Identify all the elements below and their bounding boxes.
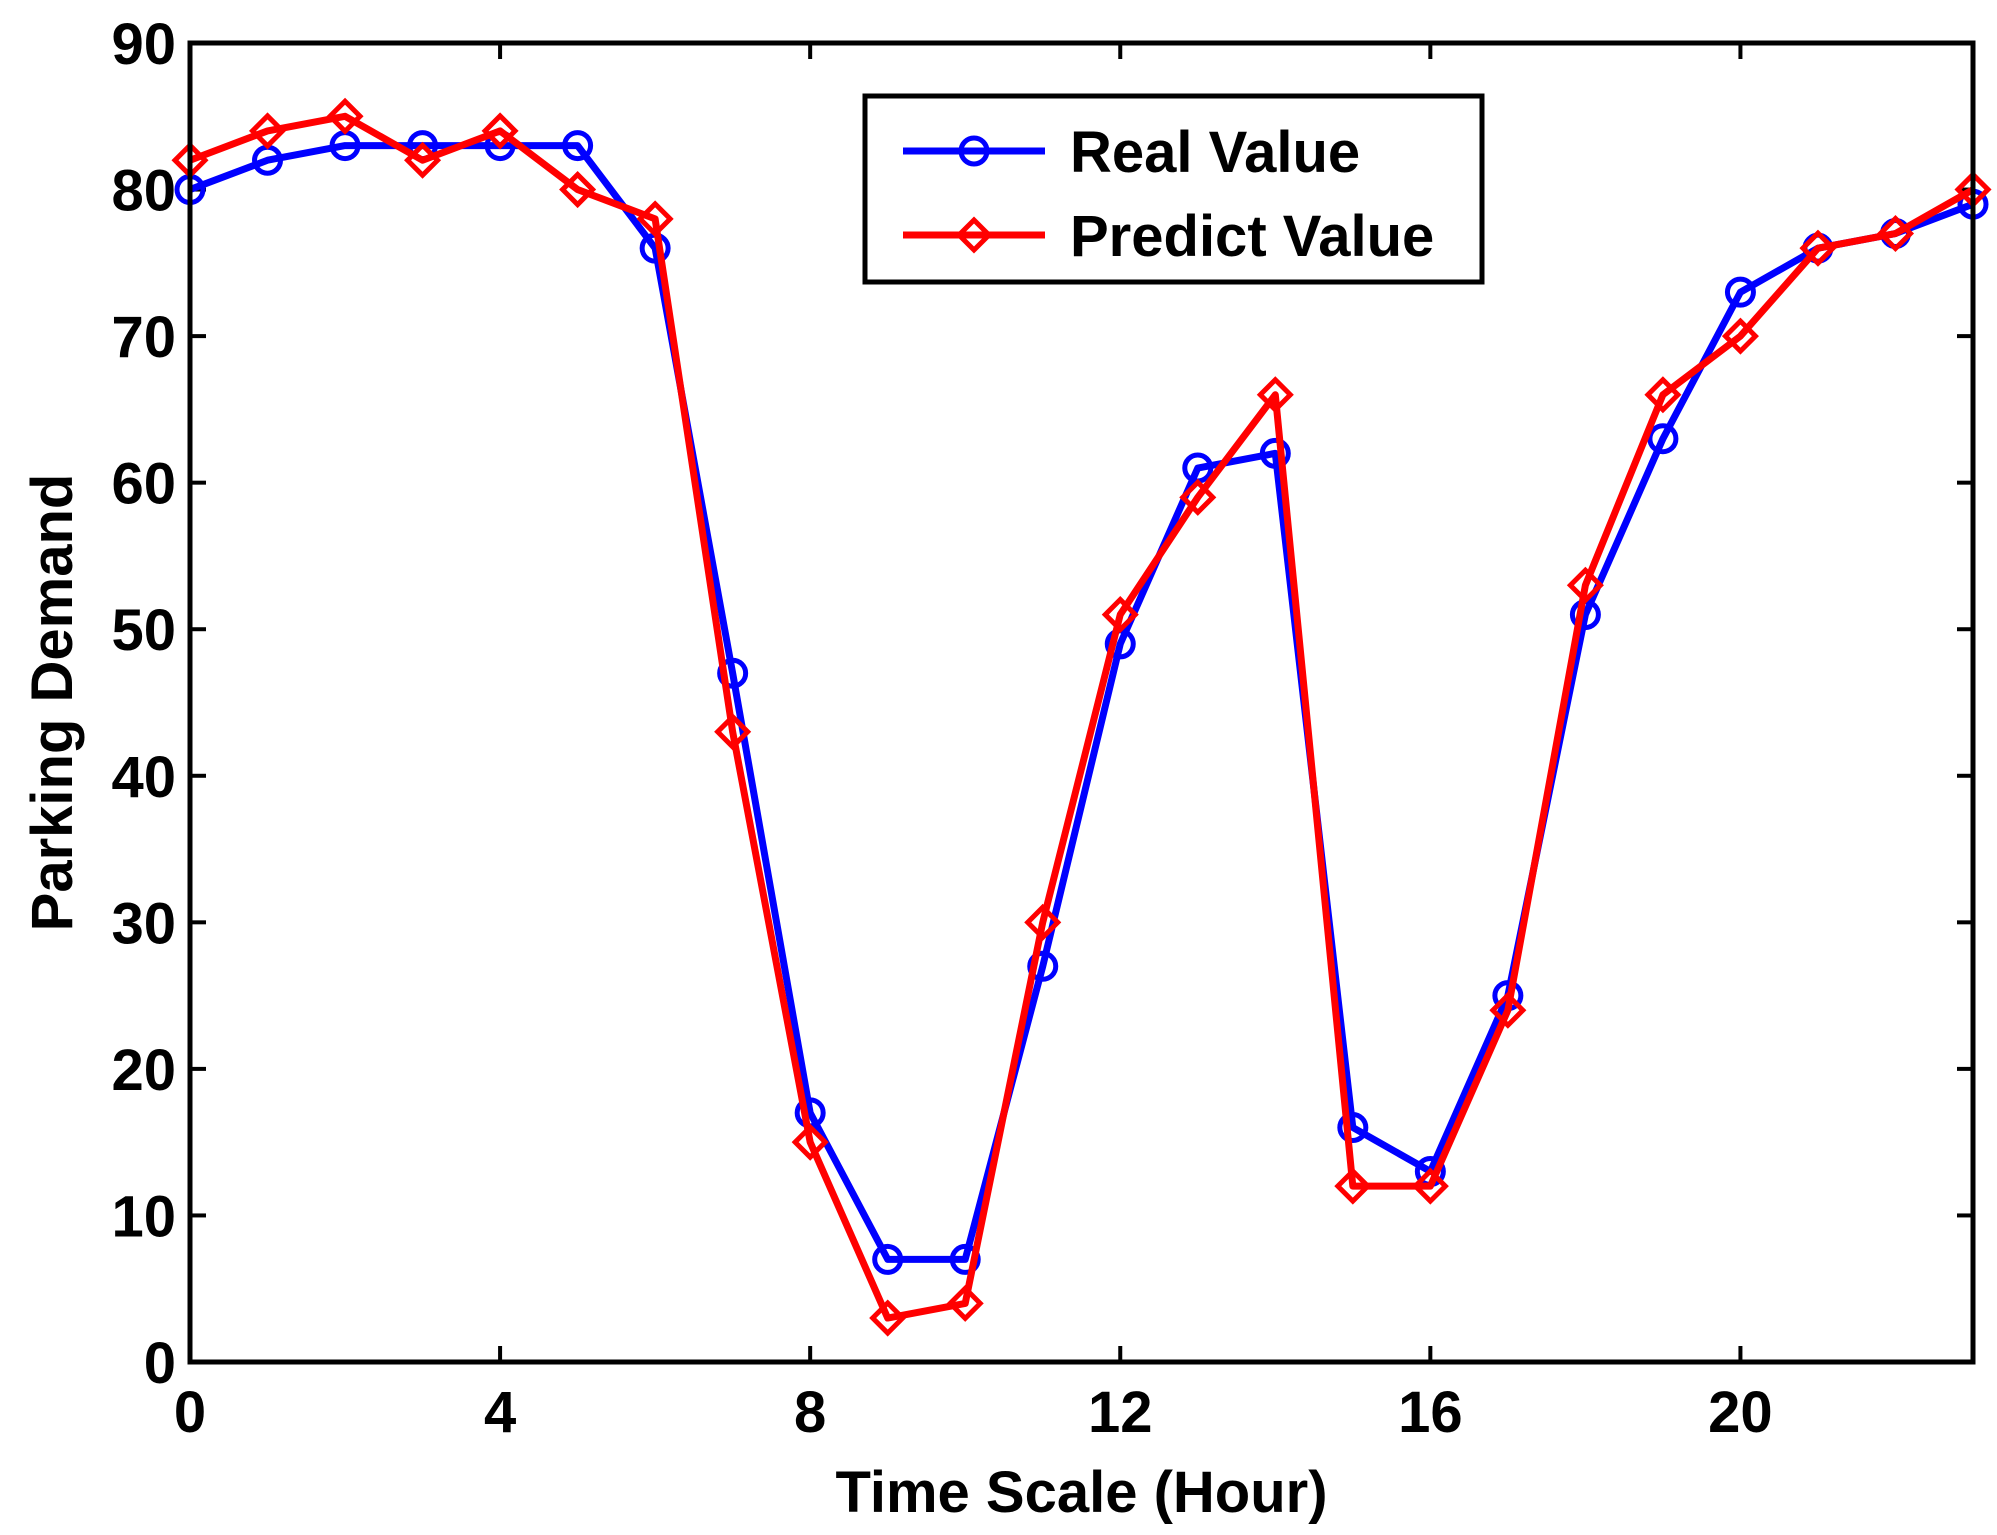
data-point-diamond	[1489, 991, 1527, 1029]
data-point-diamond	[1256, 376, 1294, 414]
x-tick-label: 8	[794, 1380, 826, 1445]
data-point-diamond	[1644, 376, 1682, 414]
legend-entry: Predict Value	[903, 204, 1434, 269]
data-point-diamond	[248, 112, 287, 150]
legend-marker	[958, 135, 990, 167]
legend-marker	[955, 216, 993, 254]
data-point-diamond	[636, 200, 674, 238]
data-point-circle	[1337, 1112, 1369, 1144]
data-point-circle	[562, 130, 594, 162]
data-point-diamond	[1876, 214, 1915, 253]
y-axis-label: Parking Demand	[20, 474, 85, 932]
data-point-circle	[1027, 950, 1059, 982]
y-tick-label: 10	[111, 1184, 176, 1249]
data-point-diamond	[1024, 903, 1062, 941]
data-point-diamond	[1334, 1167, 1372, 1205]
y-tick-label: 90	[111, 12, 176, 77]
legend-label: Real Value	[1070, 120, 1360, 185]
data-point-diamond	[1721, 317, 1759, 355]
data-point-circle	[1647, 423, 1679, 455]
data-point-diamond	[1101, 596, 1139, 634]
ticks-layer: 0 4 8 12 16 20 0 10 20 30 40 50 60 70 80 90	[111, 12, 1973, 1445]
data-point-diamond	[1566, 566, 1604, 604]
data-point-diamond	[714, 713, 752, 751]
data-point-circle	[1259, 437, 1291, 469]
legend-box	[862, 93, 1485, 285]
legend-entries: Real Value Predict Value	[903, 120, 1434, 269]
data-point-diamond	[404, 141, 442, 179]
data-point-circle	[717, 657, 749, 689]
plot-frame	[187, 40, 1976, 1365]
series-predict-value	[171, 97, 1992, 1337]
x-tick-label: 0	[174, 1380, 206, 1445]
series-layer	[171, 97, 1992, 1337]
x-tick-label: 16	[1398, 1380, 1463, 1445]
data-point-circle	[949, 1243, 981, 1275]
x-tick-label: 4	[484, 1380, 516, 1445]
data-point-diamond	[1179, 478, 1217, 516]
y-tick-label: 50	[111, 598, 176, 663]
data-point-circle	[1724, 276, 1756, 308]
legend: Real Value Predict Value	[862, 93, 1485, 285]
data-point-diamond	[559, 171, 597, 209]
data-point-diamond	[791, 1123, 829, 1161]
data-point-diamond	[1411, 1167, 1449, 1205]
x-tick-label: 12	[1088, 1380, 1153, 1445]
y-tick-label: 60	[111, 452, 176, 517]
legend-label: Predict Value	[1070, 204, 1434, 269]
x-axis-label: Time Scale (Hour)	[835, 1460, 1327, 1525]
y-tick-label: 40	[111, 745, 176, 810]
data-point-diamond	[1799, 229, 1837, 267]
y-tick-label: 80	[111, 159, 176, 224]
y-tick-label: 30	[111, 891, 176, 956]
legend-entry: Real Value	[903, 120, 1360, 185]
data-point-circle	[872, 1243, 904, 1275]
y-tick-label: 70	[111, 305, 176, 370]
data-point-diamond	[869, 1299, 907, 1337]
x-tick-label: 20	[1708, 1380, 1773, 1445]
data-point-diamond	[481, 112, 519, 150]
y-tick-label: 20	[111, 1038, 176, 1103]
data-point-diamond	[946, 1284, 984, 1322]
y-tick-label: 0	[144, 1331, 176, 1396]
data-point-diamond	[326, 97, 364, 135]
